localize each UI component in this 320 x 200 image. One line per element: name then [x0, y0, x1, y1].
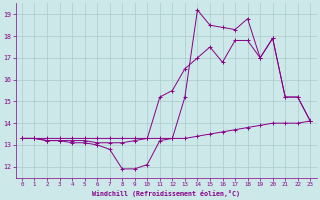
X-axis label: Windchill (Refroidissement éolien,°C): Windchill (Refroidissement éolien,°C) [92, 190, 240, 197]
